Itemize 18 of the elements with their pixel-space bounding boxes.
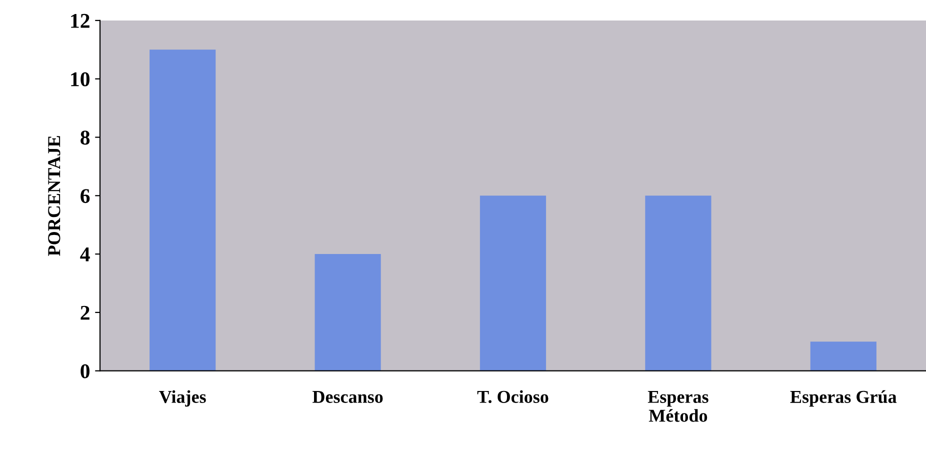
x-tick-label: Esperas Grúa <box>790 390 897 407</box>
y-tick-label: 0 <box>80 364 90 378</box>
bar <box>314 254 381 371</box>
y-tick-label: 4 <box>80 248 90 262</box>
y-tick-label: 8 <box>80 130 90 145</box>
bar <box>645 196 712 371</box>
bar <box>150 50 216 371</box>
bar <box>480 196 546 371</box>
x-tick-label: Esperas Método <box>648 390 708 422</box>
y-tick-label: 12 <box>71 14 90 28</box>
bar <box>810 342 876 371</box>
y-tick-label: 10 <box>71 72 90 86</box>
x-tick-label: Viajes <box>159 390 206 407</box>
y-tick-label: 2 <box>80 306 90 320</box>
x-tick-label: T. Ocioso <box>477 390 548 404</box>
y-axis-title: PORCENTAJE <box>48 136 60 256</box>
x-tick-label: Descanso <box>312 390 383 403</box>
y-tick-label: 6 <box>80 189 90 204</box>
